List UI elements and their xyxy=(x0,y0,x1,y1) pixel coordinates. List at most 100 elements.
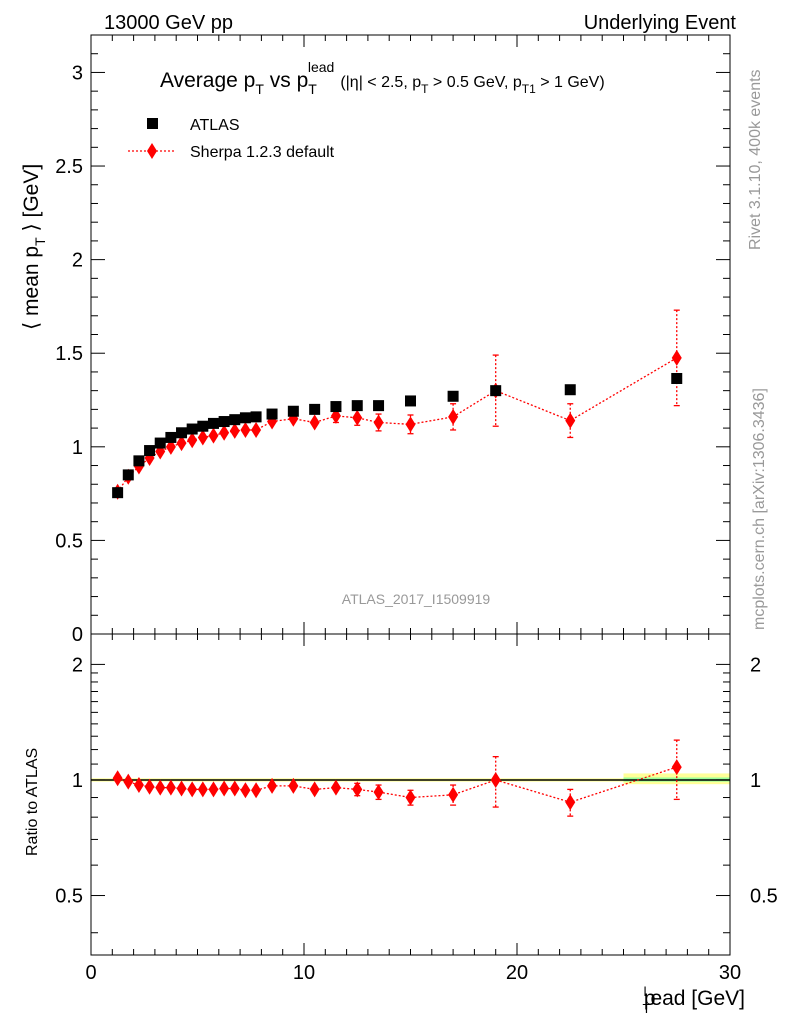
title-vs-sup: lead xyxy=(308,59,334,75)
ratio-point xyxy=(229,780,240,797)
main-frame xyxy=(90,34,731,635)
main-ylabel: ⟨ mean pT ⟩ [GeV] xyxy=(20,164,48,330)
rivet-label: Rivet 3.1.10, 400k events xyxy=(747,69,764,250)
main-ytick-label: 3 xyxy=(72,62,83,84)
legend-label-sherpa: Sherpa 1.2.3 default xyxy=(190,144,335,161)
ratio-point xyxy=(671,759,682,776)
atlas-point xyxy=(490,385,502,397)
ratio-point xyxy=(490,771,501,788)
main-ytick-label: 1 xyxy=(72,437,83,459)
atlas-point xyxy=(330,401,342,413)
ratio-point xyxy=(155,779,166,796)
atlas-point xyxy=(351,400,363,412)
ratio-bands xyxy=(91,773,730,785)
ratio-point xyxy=(123,773,134,790)
atlas-point xyxy=(154,437,166,449)
sherpa-point xyxy=(229,422,240,439)
atlas-point xyxy=(165,431,177,443)
ratio-point xyxy=(288,777,299,794)
ratio-xtick-label: 20 xyxy=(506,962,528,984)
ratio-point xyxy=(240,782,251,799)
main-ylabel-main: ⟨ mean p xyxy=(20,246,43,330)
atlas-point xyxy=(218,416,230,428)
sherpa-point xyxy=(352,409,363,426)
atlas-point xyxy=(447,390,459,402)
atlas-point xyxy=(112,487,124,499)
title-vs: vs p xyxy=(264,69,308,92)
main-ytick-label: 1.5 xyxy=(55,343,83,365)
legend-marker-atlas xyxy=(147,118,158,129)
ratio-ytick-label-right: 2 xyxy=(750,654,761,676)
main-axes: 0 0.5 1 1.5 2 2.5 3 xyxy=(55,34,731,646)
ratio-point xyxy=(144,778,155,795)
atlas-point xyxy=(176,427,188,439)
title-cuts-sub2: T1 xyxy=(522,82,536,96)
atlas-point xyxy=(266,408,278,420)
sherpa-point xyxy=(251,421,262,438)
xlabel-sub: T xyxy=(642,1001,650,1016)
ratio-ylabel: Ratio to ATLAS xyxy=(24,748,41,856)
atlas-point xyxy=(186,423,198,435)
legend-marker-sherpa xyxy=(147,143,157,159)
atlas-point xyxy=(373,400,385,412)
ratio-point xyxy=(112,770,123,787)
ratio-point xyxy=(309,781,320,798)
atlas-point xyxy=(239,412,251,424)
ratio-xtick-label: 10 xyxy=(293,962,315,984)
ratio-ytick-label: 1 xyxy=(72,770,83,792)
title-cuts-sub1: T xyxy=(421,82,429,96)
ratio-ytick-label: 2 xyxy=(72,654,83,676)
atlas-point xyxy=(133,455,145,467)
title-vs-sub: T xyxy=(308,81,317,97)
ratio-point xyxy=(208,781,219,798)
ratio-ytick-label-right: 0.5 xyxy=(750,886,778,908)
ratio-point xyxy=(330,779,341,796)
title-main-sub: T xyxy=(255,81,264,97)
ratio-point xyxy=(176,780,187,797)
ratio-ytick-label: 0.5 xyxy=(55,886,83,908)
ratio-point xyxy=(405,789,416,806)
atlas-point xyxy=(144,445,156,457)
header-left: 13000 GeV pp xyxy=(104,12,233,34)
title-main: Average p xyxy=(160,69,255,92)
sherpa-point xyxy=(448,408,459,425)
sherpa-point xyxy=(671,349,682,366)
main-ytick-label: 0 xyxy=(72,624,83,646)
ratio-frame xyxy=(90,633,731,956)
ratio-point xyxy=(251,782,262,799)
atlas-point xyxy=(564,384,576,396)
analysis-label: ATLAS_2017_I1509919 xyxy=(342,591,491,607)
xlabel-a: p xyxy=(644,987,656,1010)
header-right: Underlying Event xyxy=(584,12,737,34)
ratio-point xyxy=(219,780,230,797)
atlas-point xyxy=(309,403,321,415)
ratio-point xyxy=(197,781,208,798)
ratio-point xyxy=(448,786,459,803)
main-ylabel-tail: ⟩ [GeV] xyxy=(20,164,43,238)
ratio-series xyxy=(112,739,682,817)
main-ytick-label: 2 xyxy=(72,250,83,272)
ratio-point xyxy=(267,777,278,794)
sherpa-point xyxy=(208,427,219,444)
atlas-point xyxy=(250,411,262,423)
title-cuts-b: > 0.5 GeV, p xyxy=(428,74,521,91)
ratio-point xyxy=(352,781,363,798)
sherpa-point xyxy=(187,432,198,449)
sherpa-point xyxy=(240,421,251,438)
ratio-point xyxy=(133,777,144,794)
main-ytick-label: 2.5 xyxy=(55,156,83,178)
title-cuts-a: (|η| < 2.5, p xyxy=(340,74,421,91)
xlabel-b: ead [GeV] xyxy=(650,987,745,1010)
sherpa-point xyxy=(219,424,230,441)
ratio-point xyxy=(565,794,576,811)
ratio-ytick-label-right: 1 xyxy=(750,770,761,792)
ratio-xlabel: pl Tead [GeV] xyxy=(642,984,745,1016)
title-cuts-c: > 1 GeV) xyxy=(536,74,605,91)
atlas-point xyxy=(405,395,416,407)
xlabel-sup: l xyxy=(644,984,647,999)
ratio-point xyxy=(187,781,198,798)
legend-label-atlas: ATLAS xyxy=(190,117,240,134)
sherpa-point xyxy=(309,414,320,431)
ratio-point xyxy=(165,779,176,796)
